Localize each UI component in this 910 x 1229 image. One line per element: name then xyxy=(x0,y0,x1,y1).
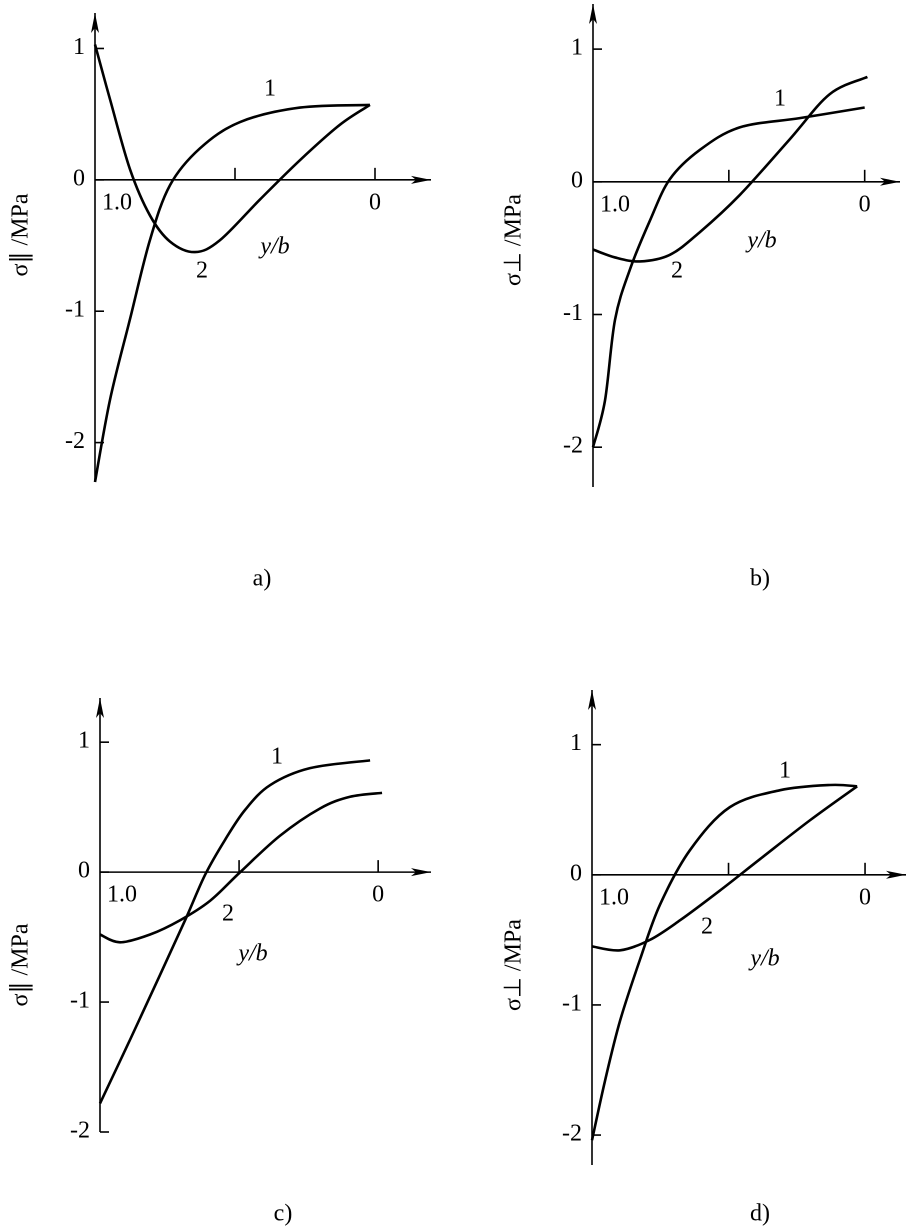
curve-label: 2 xyxy=(701,914,713,940)
y-tick-label: 1 xyxy=(571,35,583,61)
panel-label: b) xyxy=(750,566,770,592)
y-tick-label: 0 xyxy=(571,167,583,193)
x-tick-label: 1.0 xyxy=(600,191,630,217)
x-tick-label: 0 xyxy=(372,882,384,908)
curve xyxy=(591,106,865,448)
curve xyxy=(592,75,868,263)
curve-label: 2 xyxy=(222,901,234,927)
x-tick-label: 0 xyxy=(859,191,871,217)
x-tick-label: 1.0 xyxy=(599,884,629,910)
y-axis-label: σ∥ /MPa xyxy=(8,193,34,276)
x-tick-label: 1.0 xyxy=(102,189,132,215)
y-tick-label: 1 xyxy=(78,728,90,754)
y-tick-label: -2 xyxy=(563,433,583,459)
curve-label: 1 xyxy=(264,76,276,102)
y-tick-label: 0 xyxy=(78,858,90,884)
curve xyxy=(99,791,383,944)
y-tick-label: 0 xyxy=(570,860,582,886)
panel: -2 -1 0 1 1.0 0 1 2 y/b σ∥ /MPa a) xyxy=(8,13,431,592)
panel-label: a) xyxy=(253,566,272,592)
x-tick-label: 0 xyxy=(369,189,381,215)
curve-label: 1 xyxy=(271,744,283,770)
panel: -2 -1 0 1 1.0 0 1 2 y/b σ⊥ /MPa b) xyxy=(501,4,900,592)
y-tick-label: 1 xyxy=(73,34,85,60)
x-axis-label: y/b xyxy=(258,234,289,260)
curve xyxy=(98,759,371,1104)
y-tick-label: -1 xyxy=(562,990,582,1016)
curve xyxy=(93,44,371,254)
y-axis-label: σ⊥ /MPa xyxy=(501,919,527,1011)
curve-label: 2 xyxy=(671,258,683,284)
y-tick-label: -1 xyxy=(65,297,85,323)
panel-label: d) xyxy=(750,1201,770,1227)
curve xyxy=(590,783,858,1141)
panel: -2 -1 0 1 1.0 0 1 2y/b σ∥ /MPa c) xyxy=(8,698,431,1227)
y-tick-label: -1 xyxy=(70,988,90,1014)
x-axis-label: y/b xyxy=(745,228,776,254)
x-axis-label: y/b xyxy=(748,946,779,972)
y-tick-label: -2 xyxy=(65,428,85,454)
y-tick-label: -2 xyxy=(562,1121,582,1147)
y-tick-label: 1 xyxy=(570,730,582,756)
x-tick-label: 1.0 xyxy=(107,882,137,908)
panel: -2 -1 0 1 1.0 0 1 2 y/b σ⊥ /MPa d) xyxy=(501,690,906,1227)
y-axis-label: σ⊥ /MPa xyxy=(501,194,527,286)
curve-label: 1 xyxy=(774,86,786,112)
panel-label: c) xyxy=(274,1201,293,1227)
curve xyxy=(591,785,858,952)
curve-label: 1 xyxy=(779,758,791,784)
y-tick-label: -2 xyxy=(70,1118,90,1144)
x-axis-label: y/b xyxy=(236,941,267,967)
curve xyxy=(93,103,371,483)
x-tick-label: 0 xyxy=(859,884,871,910)
y-tick-label: 0 xyxy=(73,165,85,191)
y-axis-label: σ∥ /MPa xyxy=(8,923,34,1006)
y-tick-label: -1 xyxy=(563,300,583,326)
curve-label: 2 xyxy=(196,258,208,284)
